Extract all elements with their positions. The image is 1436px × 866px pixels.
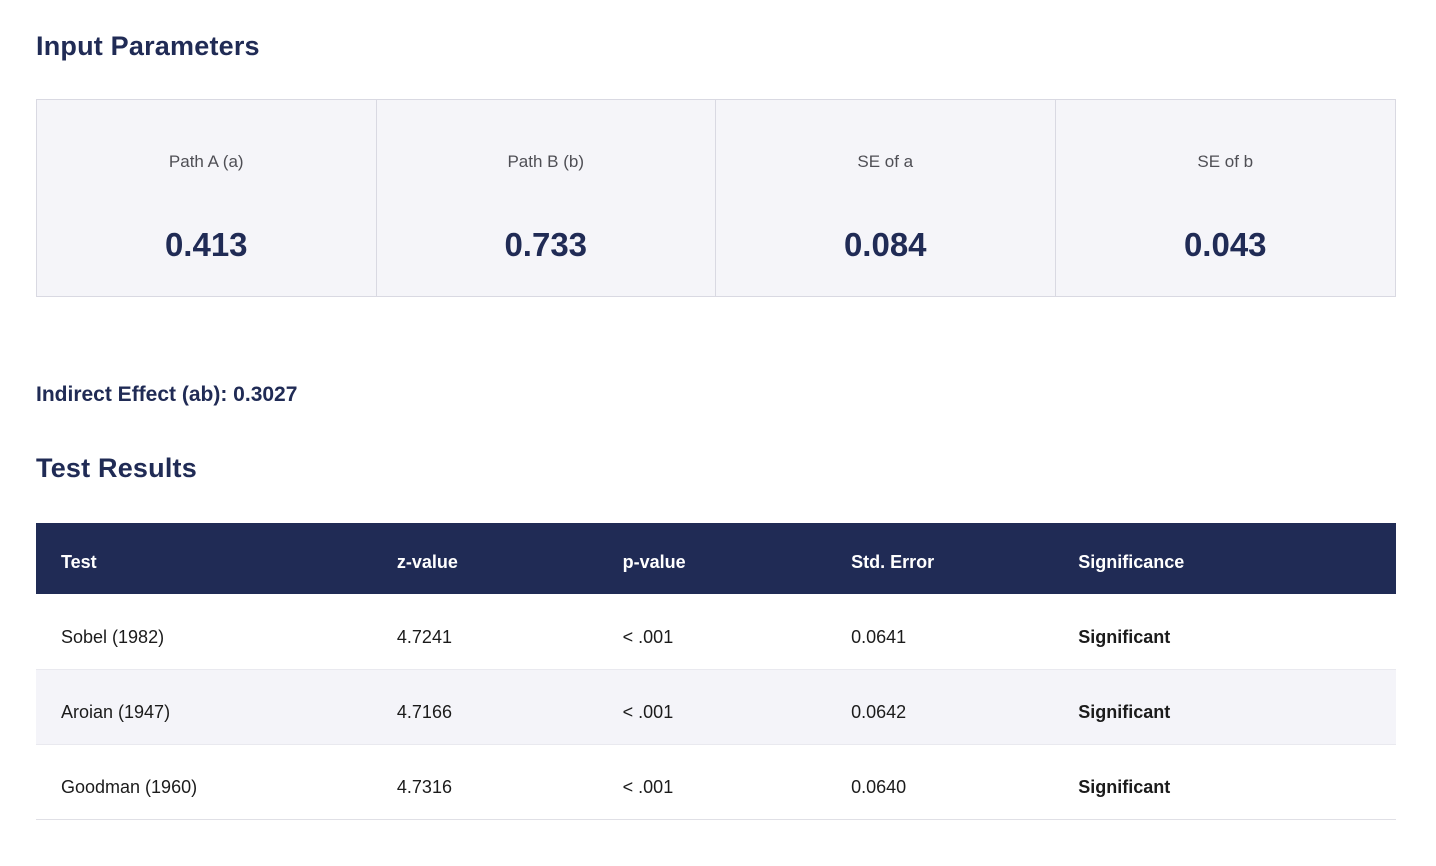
cell-z-value: 4.7316 (371, 744, 598, 820)
cell-test-name: Aroian (1947) (36, 669, 372, 745)
column-header-z-value: z-value (371, 523, 598, 595)
cell-z-value: 4.7241 (371, 594, 598, 670)
cell-test-name: Sobel (1982) (36, 594, 372, 670)
cell-std-error: 0.0640 (826, 744, 1054, 820)
parameter-label: SE of a (857, 152, 914, 172)
column-header-significance: Significance (1053, 523, 1396, 595)
column-header-std-error: Std. Error (826, 523, 1054, 595)
parameter-value: 0.413 (164, 226, 248, 264)
cell-std-error: 0.0641 (826, 594, 1054, 670)
significance-badge: Significant (1053, 594, 1396, 670)
test-results-title: Test Results (36, 453, 197, 484)
parameter-card-path-a: Path A (a) 0.413 (37, 100, 377, 297)
parameter-card-se-a: SE of a 0.084 (716, 100, 1056, 297)
table-row-goodman: Goodman (1960) 4.7316 < .001 0.0640 Sign… (36, 744, 1396, 820)
indirect-effect-text: Indirect Effect (ab): 0.3027 (36, 383, 298, 407)
cell-p-value: < .001 (597, 594, 827, 670)
cell-z-value: 4.7166 (371, 669, 598, 745)
input-parameters-title: Input Parameters (36, 31, 260, 61)
significance-badge: Significant (1053, 669, 1396, 745)
cell-p-value: < .001 (597, 669, 827, 745)
parameter-value: 0.733 (504, 226, 588, 264)
parameter-cards: Path A (a) 0.413 Path B (b) 0.733 SE of … (36, 99, 1396, 298)
column-header-p-value: p-value (597, 523, 827, 595)
cell-std-error: 0.0642 (826, 669, 1054, 745)
parameter-label: Path B (b) (507, 152, 585, 172)
column-header-test: Test (36, 523, 372, 595)
table-row-sobel: Sobel (1982) 4.7241 < .001 0.0641 Signif… (36, 594, 1396, 670)
parameter-label: Path A (a) (168, 152, 244, 172)
table-header-row: Test z-value p-value Std. Error Signific… (36, 523, 1396, 595)
parameter-value: 0.043 (1183, 226, 1267, 264)
parameter-card-se-b: SE of b 0.043 (1056, 100, 1396, 296)
table-row-aroian: Aroian (1947) 4.7166 < .001 0.0642 Signi… (36, 669, 1396, 745)
cell-test-name: Goodman (1960) (36, 744, 372, 820)
results-table: Test z-value p-value Std. Error Signific… (36, 523, 1396, 820)
significance-badge: Significant (1053, 744, 1396, 820)
cell-p-value: < .001 (597, 744, 827, 820)
parameter-label: SE of b (1197, 152, 1254, 172)
parameter-card-path-b: Path B (b) 0.733 (377, 100, 716, 297)
parameter-value: 0.084 (843, 226, 927, 264)
results-page: Input Parameters Path A (a) 0.413 Path B… (36, 31, 1396, 820)
